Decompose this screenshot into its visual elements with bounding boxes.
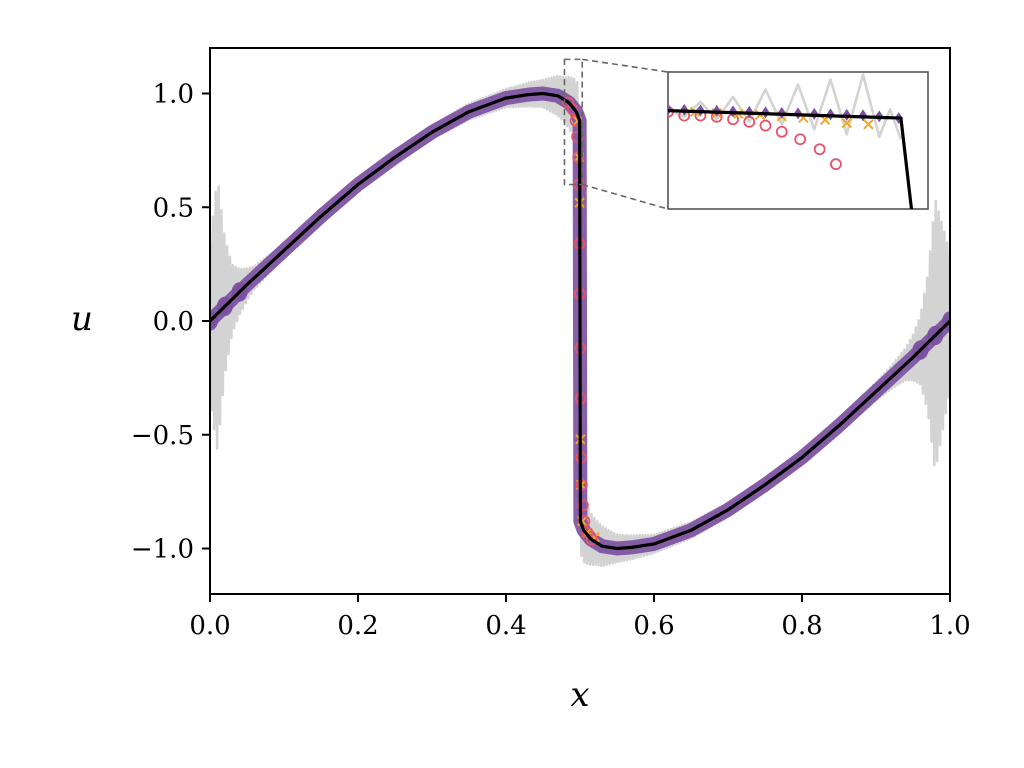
y-tick-label: 0.0 <box>153 307 194 337</box>
zoom-source-box <box>563 58 584 186</box>
inset-exact-line <box>668 109 914 209</box>
inset-frame <box>667 71 929 210</box>
x-tick-label: 0.2 <box>337 611 378 641</box>
pink-circle-marker <box>585 533 598 546</box>
inset-content <box>668 73 914 209</box>
x-tick-label: 0.0 <box>189 611 230 641</box>
inset-pink-circle <box>794 133 807 146</box>
x-axis-label: x <box>570 675 589 715</box>
inset-orange-cross <box>863 119 874 130</box>
y-tick-label: −1.0 <box>131 535 194 565</box>
y-tick-label: −0.5 <box>131 421 194 451</box>
pink-circle-marker <box>566 103 579 116</box>
exact-line <box>210 91 950 551</box>
y-axis-ticks: −1.0 −0.5 0.0 0.5 1.0 <box>131 80 210 565</box>
x-tick-label: 0.8 <box>781 611 822 641</box>
exact-solution-line <box>210 91 950 551</box>
inset-pink-circle <box>830 158 842 171</box>
zoom-indicator <box>563 58 669 210</box>
zoom-connector <box>582 58 669 73</box>
x-tick-label: 0.4 <box>485 611 526 641</box>
x-tick-label: 0.6 <box>633 611 674 641</box>
y-axis-label: u <box>71 299 93 339</box>
inset-orange-cross <box>841 117 852 129</box>
inset-pink-circle <box>759 119 772 132</box>
x-axis-ticks: 0.0 0.2 0.4 0.6 0.8 1.0 <box>189 594 971 641</box>
pink-circle-marker <box>577 499 589 512</box>
y-tick-label: 0.5 <box>153 193 194 223</box>
x-tick-label: 1.0 <box>929 611 970 641</box>
inset-pink-circle <box>813 143 826 156</box>
inset-pink-circle <box>775 125 788 138</box>
zoom-connector <box>582 183 669 210</box>
inset-plot <box>667 71 929 210</box>
y-tick-label: 1.0 <box>153 80 194 110</box>
